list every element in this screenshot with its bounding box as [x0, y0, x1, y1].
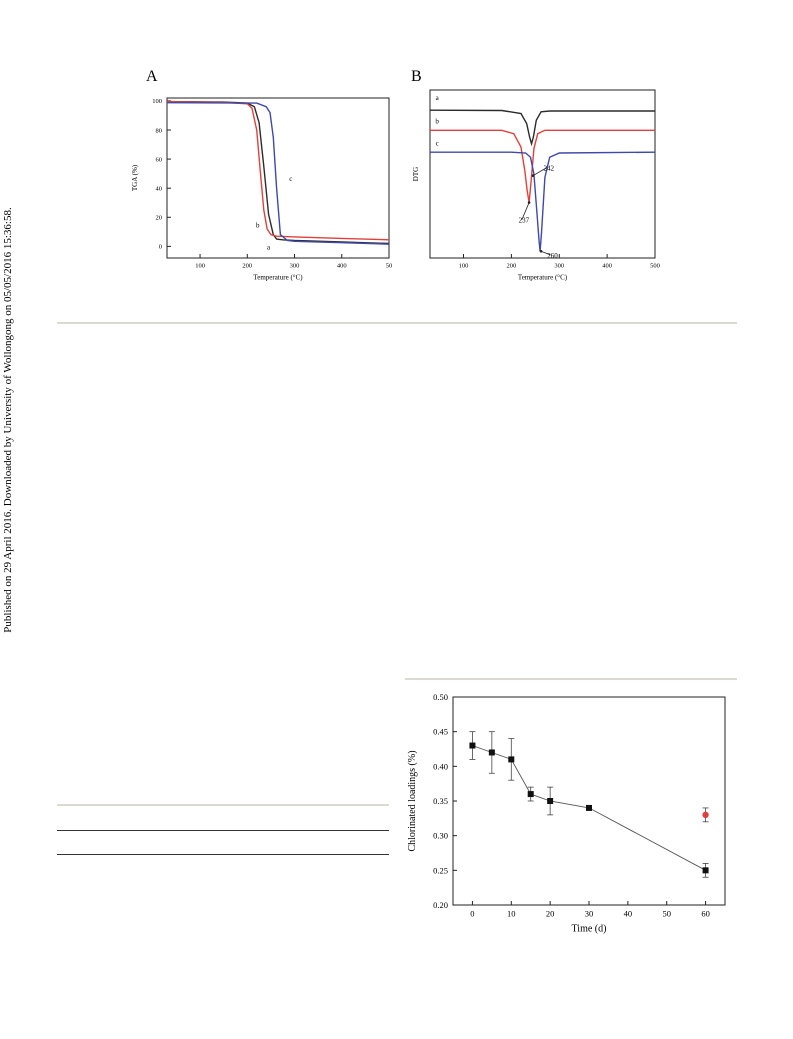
y-tick-label: 0.20	[433, 900, 448, 910]
table-top-divider	[57, 804, 389, 806]
x-tick-label: 60	[701, 909, 710, 919]
series-line-b	[430, 129, 655, 203]
x-tick-label: 100	[459, 263, 469, 270]
y-tick-label: 60	[156, 156, 163, 163]
y-tick-label: 0.25	[433, 865, 448, 875]
y-tick-label: 0.45	[433, 727, 448, 737]
plot-frame	[452, 696, 726, 906]
data-point	[488, 749, 495, 756]
x-tick-label: 30	[585, 909, 594, 919]
x-tick-label: 40	[624, 909, 633, 919]
series-line-c	[166, 102, 390, 245]
data-point	[527, 791, 534, 798]
data-point	[586, 804, 592, 811]
x-axis-label: Time (d)	[572, 924, 607, 935]
plot-frame	[166, 97, 390, 259]
x-axis-label: Temperature (°C)	[518, 274, 568, 282]
panel-letter-a: A	[146, 68, 158, 85]
x-tick-label: 0	[470, 909, 474, 919]
y-axis-label: TGA (%)	[131, 164, 139, 191]
series-line-a	[429, 109, 655, 147]
series-line-c	[430, 151, 656, 252]
series-line-a	[166, 100, 390, 245]
data-point	[547, 798, 554, 804]
data-point-highlight	[702, 811, 709, 819]
x-tick-label: 300	[290, 263, 300, 270]
x-tick-label: 20	[546, 909, 555, 919]
annotation-label: a	[267, 243, 271, 251]
x-tick-label: 200	[507, 263, 517, 270]
y-tick-label: 80	[156, 127, 163, 134]
y-axis-label: Chlorinated loadings (%)	[407, 750, 418, 851]
y-tick-label: 0	[159, 244, 162, 251]
data-point	[508, 756, 515, 763]
y-axis-label: DTG	[412, 167, 420, 181]
dtg-chart: 100 200 300 400 500 Temperature (°C) DTG a b c 242…	[412, 89, 660, 282]
y-tick-label: 0.50	[433, 692, 448, 702]
panel-letter-b: B	[411, 68, 422, 85]
annotation-label: 237	[519, 217, 530, 225]
y-tick-label: 0.40	[433, 761, 448, 771]
right-column-divider	[405, 678, 737, 680]
data-point	[702, 867, 709, 874]
x-tick-label: 50	[386, 263, 393, 270]
y-tick-label: 0.30	[433, 831, 448, 841]
table-rule-bottom	[57, 854, 389, 855]
figure-divider	[57, 322, 737, 324]
plot-frame	[429, 89, 656, 259]
y-tick-label: 40	[156, 185, 163, 192]
x-tick-label: 500	[650, 263, 660, 270]
x-tick-label: 50	[662, 909, 671, 919]
x-tick-label: 400	[602, 263, 612, 270]
annotation-pointer	[540, 250, 551, 256]
annotation-label: b	[435, 118, 439, 126]
y-tick-label: 0.35	[433, 796, 448, 806]
data-point	[469, 742, 476, 749]
annotation-label: b	[256, 221, 260, 229]
x-tick-label: 400	[337, 263, 347, 270]
annotation-pointer	[521, 202, 530, 220]
series-line-b	[166, 100, 390, 241]
x-tick-label: 10	[507, 909, 516, 919]
x-tick-label: 200	[242, 263, 252, 270]
y-tick-label: 20	[156, 215, 163, 222]
annotation-label: 260	[547, 252, 558, 260]
x-tick-label: 100	[195, 263, 205, 270]
annotation-label: c	[289, 175, 292, 183]
annotation-label: a	[436, 94, 440, 102]
table-rule-top	[57, 830, 389, 831]
annotation-label: c	[436, 139, 439, 147]
annotation-pointer	[532, 167, 547, 177]
annotation-pointer-tip	[539, 249, 543, 253]
x-axis-label: Temperature (°C)	[253, 274, 303, 282]
y-tick-label: 100	[152, 98, 162, 105]
annotation-label: 242	[543, 165, 554, 173]
chlorine-loading-chart: 0 10 20 30 40 50 60 0.20 0.25 0.30 0.35 0.40 0.45 0.5…	[407, 692, 726, 935]
side-note-download-info: Published on 29 April 2016. Downloaded b…	[2, 207, 14, 633]
annotation-pointer-tip	[527, 201, 531, 204]
x-tick-label: 300	[554, 263, 564, 270]
annotation-pointer-tip	[531, 174, 535, 177]
